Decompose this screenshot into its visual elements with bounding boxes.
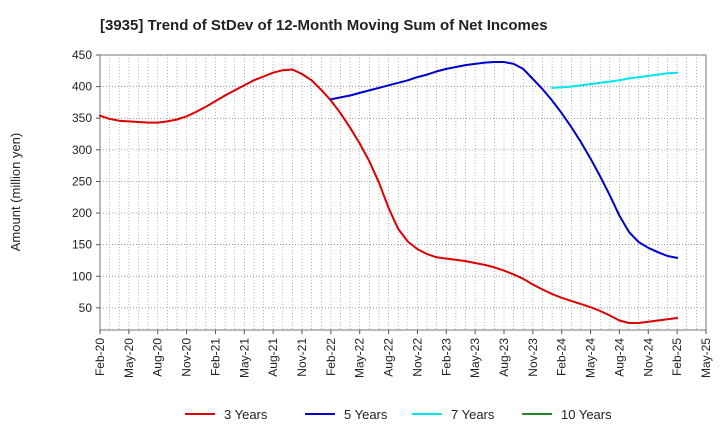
plot-area bbox=[99, 54, 707, 331]
x-tick-label: Nov-24 bbox=[641, 338, 655, 377]
x-tick-label: Feb-20 bbox=[93, 338, 107, 376]
y-tick-label: 100 bbox=[72, 269, 92, 283]
x-tick-label: Aug-23 bbox=[497, 338, 511, 377]
x-tick-label: Feb-21 bbox=[208, 338, 222, 376]
x-tick-label: Feb-25 bbox=[670, 338, 684, 376]
x-tick-label: Feb-24 bbox=[555, 338, 569, 376]
y-tick-label: 150 bbox=[72, 238, 92, 252]
x-tick-label: Nov-21 bbox=[295, 338, 309, 377]
legend-label-10-years: 10 Years bbox=[561, 407, 612, 422]
y-tick-label: 450 bbox=[72, 48, 92, 62]
y-tick-label: 300 bbox=[72, 143, 92, 157]
legend-label-5-years: 5 Years bbox=[344, 407, 388, 422]
x-tick-label: May-21 bbox=[237, 338, 251, 378]
legend-label-7-years: 7 Years bbox=[451, 407, 495, 422]
chart-title: [3935] Trend of StDev of 12-Month Moving… bbox=[100, 17, 548, 34]
x-tick-label: Nov-22 bbox=[410, 338, 424, 377]
x-tick-label: May-25 bbox=[699, 338, 713, 378]
y-tick-label: 350 bbox=[72, 111, 92, 125]
legend: 3 Years 5 Years 7 Years 10 Years bbox=[185, 407, 612, 422]
x-tick-label: Aug-20 bbox=[151, 338, 165, 377]
legend-label-3-years: 3 Years bbox=[224, 407, 268, 422]
x-tick-label: Aug-24 bbox=[612, 338, 626, 377]
series-line-5-years bbox=[329, 61, 679, 259]
series-line-3-years bbox=[99, 68, 679, 324]
y-tick-label: 50 bbox=[79, 301, 93, 315]
y-tick-label: 200 bbox=[72, 206, 92, 220]
y-tick-label: 250 bbox=[72, 174, 92, 188]
series-line-7-years bbox=[551, 71, 679, 89]
x-tick-label: Feb-22 bbox=[324, 338, 338, 376]
y-axis-label: Amount (million yen) bbox=[8, 133, 23, 252]
x-tick-label: Aug-22 bbox=[382, 338, 396, 377]
x-tick-label: May-24 bbox=[584, 338, 598, 378]
x-tick-label: May-23 bbox=[468, 338, 482, 378]
x-tick-label: Aug-21 bbox=[266, 338, 280, 377]
x-tick-label: May-20 bbox=[122, 338, 136, 378]
x-tick-label: Nov-23 bbox=[526, 338, 540, 377]
y-tick-label: 400 bbox=[72, 80, 92, 94]
x-tick-label: Nov-20 bbox=[180, 338, 194, 377]
x-tick-label: May-22 bbox=[353, 338, 367, 378]
x-tick-label: Feb-23 bbox=[439, 338, 453, 376]
